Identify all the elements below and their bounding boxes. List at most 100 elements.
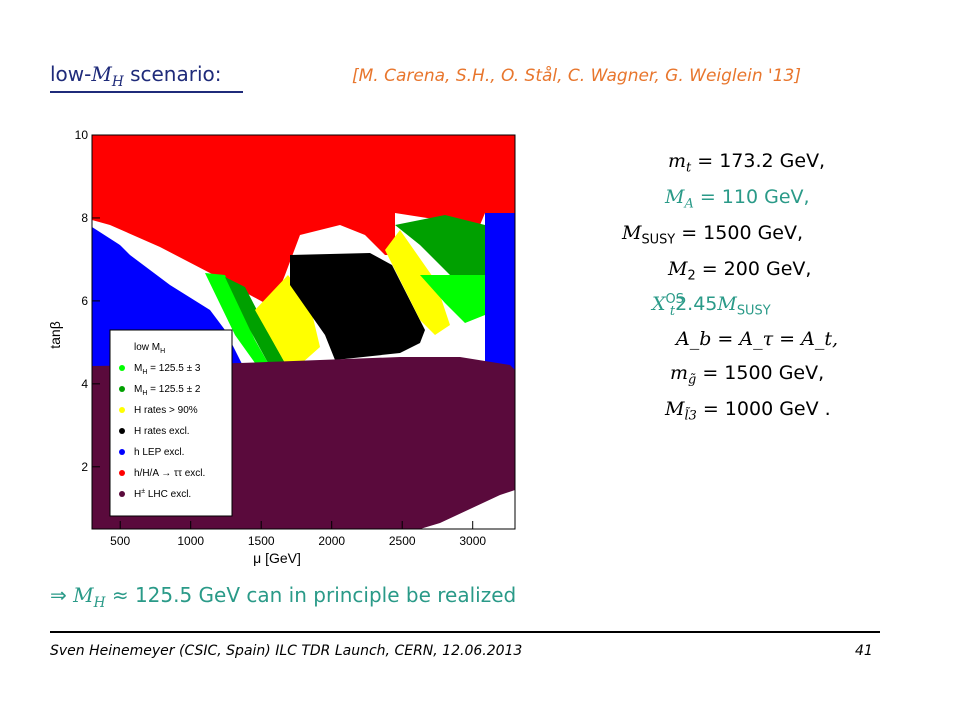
param-ma-sub: A (684, 196, 694, 212)
plot-regions (92, 135, 515, 529)
legend-marker (119, 386, 125, 392)
legend-title-text: low M (134, 342, 160, 353)
region-h-lep-excl-right (485, 213, 515, 373)
y-axis-label: tanβ (47, 321, 63, 349)
param-xt: XOSt2.45MSUSY (652, 292, 771, 319)
slide-title-sub: H (111, 73, 124, 90)
legend-label-main: M (134, 384, 142, 395)
region-rates-90-right (385, 230, 450, 335)
param-ma-var: M (665, 186, 685, 208)
slide-title-var: M (91, 62, 112, 86)
region-mh-pm2-right (395, 215, 485, 275)
slide-title-suffix: scenario: (123, 62, 222, 86)
legend-label-sub: H (142, 390, 147, 397)
conclusion-text: ≈ 125.5 GeV can in principle be realized (105, 583, 517, 607)
legend-marker (119, 491, 125, 497)
param-ma: MA = 110 GeV, (665, 186, 810, 212)
param-xt-sup: OS (665, 292, 684, 307)
legend-label: MH = 125.5 ± 3 (134, 363, 201, 376)
param-ab-text: A_b = A_τ = A_t, (676, 328, 839, 350)
param-mstau-sub: l̃3 (684, 408, 697, 424)
y-tick-label: 10 (75, 128, 89, 142)
slide-title: low-MH scenario: (50, 62, 221, 90)
legend-label: h/H/A → ττ excl. (134, 468, 205, 479)
legend-marker (119, 407, 125, 413)
legend-marker (119, 470, 125, 476)
legend-marker (119, 365, 125, 371)
page-number: 41 (855, 643, 873, 659)
param-mgluino-var: m (670, 362, 689, 384)
slide-title-prefix: low- (50, 62, 92, 86)
legend-label-main: h LEP excl. (134, 447, 184, 458)
axis-group: 500 1000 1500 2000 2500 3000 2 4 6 8 10 (75, 128, 487, 548)
x-tick-label: 1000 (177, 534, 204, 548)
x-tick-label: 3000 (459, 534, 486, 548)
legend-label-main: M (134, 363, 142, 374)
param-xt-var: X (652, 293, 666, 316)
legend-label-main: h/H/A → ττ excl. (134, 468, 205, 479)
y-tick-label: 8 (81, 211, 88, 225)
region-mh-pm3-left (205, 273, 268, 363)
legend-title: low MH (134, 342, 165, 355)
legend: low MH MH = 125.5 ± 3MH = 125.5 ± 2H rat… (109, 329, 233, 517)
region-mh-pm2-left (225, 277, 285, 363)
region-white-strip (110, 235, 255, 350)
param-mt-var: m (668, 150, 687, 172)
param-ma-value: = 110 GeV, (693, 186, 810, 208)
param-m2-sub: 2 (687, 268, 696, 284)
param-mstau-var: M (665, 398, 685, 420)
y-tick-label: 4 (81, 377, 88, 391)
region-mh-pm3-right (420, 275, 485, 323)
legend-label-suffix: = 125.5 ± 2 (147, 384, 200, 395)
conclusion-var: M (73, 583, 94, 607)
param-m2-var: M (668, 258, 688, 280)
param-msusy: MSUSY = 1500 GeV, (622, 222, 803, 248)
x-tick-label: 500 (110, 534, 130, 548)
x-tick-label: 2500 (389, 534, 416, 548)
conclusion-arrow: ⇒ (50, 583, 74, 607)
legend-label-main: H (134, 489, 141, 500)
legend-items: MH = 125.5 ± 3MH = 125.5 ± 2H rates > 90… (119, 363, 205, 500)
title-underline (50, 91, 243, 93)
exclusion-plot: 500 1000 1500 2000 2500 3000 2 4 6 8 10 μ [GeV] ta… (47, 128, 516, 566)
legend-label-suffix: = 125.5 ± 3 (147, 363, 200, 374)
legend-label-sup: ± (141, 488, 145, 495)
legend-box (109, 329, 233, 517)
x-tick-label: 1500 (248, 534, 275, 548)
y-tick-label: 6 (81, 294, 88, 308)
conclusion-sub: H (93, 594, 106, 611)
legend-label-sub: H (142, 369, 147, 376)
param-mgluino: mg̃ = 1500 GeV, (670, 362, 824, 388)
param-xt-value: 2.45 (675, 293, 718, 316)
legend-label: H± LHC excl. (134, 488, 191, 500)
x-tick-label: 2000 (318, 534, 345, 548)
param-mgluino-sub: g̃ (688, 372, 697, 388)
param-xt-rhs-var: M (717, 293, 737, 316)
legend-label: MH = 125.5 ± 2 (134, 384, 201, 397)
region-rates-excl (290, 253, 425, 360)
legend-label: H rates excl. (134, 426, 190, 437)
param-m2: M2 = 200 GeV, (668, 258, 811, 284)
x-axis-label: μ [GeV] (253, 550, 301, 566)
param-m2-value: = 200 GeV, (695, 258, 812, 280)
region-tautau-excl (92, 135, 515, 307)
footer-text: Sven Heinemeyer (CSIC, Spain) ILC TDR La… (50, 643, 523, 659)
conclusion: ⇒ MH ≈ 125.5 GeV can in principle be rea… (50, 583, 516, 611)
param-msusy-var: M (622, 222, 642, 244)
legend-label-main: H rates excl. (134, 426, 190, 437)
param-msusy-value: = 1500 GeV, (675, 222, 804, 244)
footer-rule (50, 631, 880, 633)
param-mt-sub: t (686, 160, 692, 176)
y-tick-label: 2 (81, 460, 88, 474)
legend-label: h LEP excl. (134, 447, 184, 458)
legend-marker (119, 428, 125, 434)
legend-label-main: H rates > 90% (134, 405, 198, 416)
param-xt-sub: t (669, 303, 676, 319)
legend-label-suffix: LHC excl. (145, 489, 191, 500)
param-mstau-value: = 1000 GeV . (696, 398, 831, 420)
legend-title-sub: H (160, 348, 165, 355)
param-xt-rhs-sub: SUSY (736, 303, 771, 319)
plot-frame (91, 134, 516, 530)
legend-marker (119, 449, 125, 455)
param-mt: mt = 173.2 GeV, (668, 150, 825, 176)
